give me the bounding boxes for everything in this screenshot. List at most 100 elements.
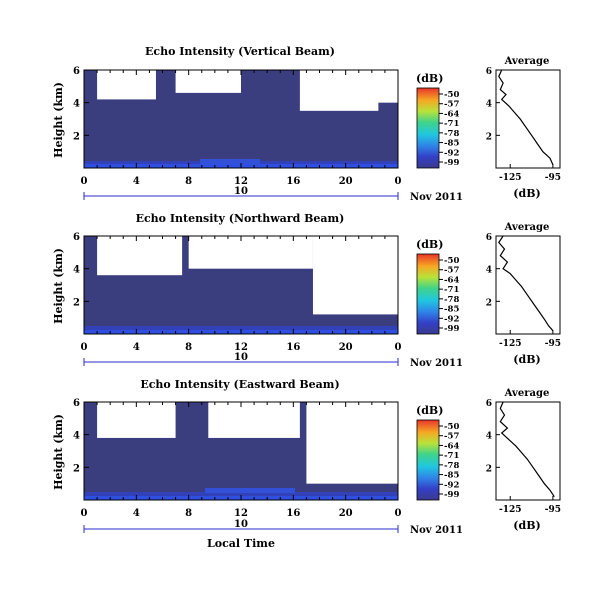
profile-line: [499, 401, 555, 498]
profile-x-tick-label: -95: [545, 173, 561, 183]
panel-title: Echo Intensity (Northward Beam): [136, 212, 345, 225]
colorbar-tick-label: -64: [444, 109, 459, 119]
month-year-label: Nov 2011: [410, 358, 463, 369]
colorbar-tick-label: -71: [444, 451, 459, 461]
x-tick-labels: 0 4 8 12 16 20 0: [81, 402, 402, 519]
profile-line: [498, 69, 554, 165]
colorbar-tick-label: -85: [444, 471, 459, 481]
x-tick-label: 4: [133, 176, 140, 187]
profile-y-tick-label: 4: [486, 432, 492, 442]
colorbar-tick-label: -50: [444, 422, 459, 432]
y-tick-label: 6: [73, 66, 80, 77]
panel-title: Echo Intensity (Eastward Beam): [140, 378, 339, 391]
heatmap-area: [83, 401, 399, 501]
colorbar-tick-label: -85: [444, 139, 459, 149]
date-label: 10: [234, 186, 248, 197]
no-echo-region: [312, 236, 398, 315]
colorbar-gradient: [416, 87, 440, 169]
colorbar-tick-label: -57: [444, 266, 459, 276]
colorbar-tick-label: -64: [444, 441, 459, 451]
profile-y-tick-label: 6: [486, 399, 492, 409]
colorbar-unit: (dB): [416, 72, 443, 85]
panel-northward-beam: Echo Intensity (Northward Beam) Height (…: [52, 212, 561, 369]
y-axis-label: Height (km): [52, 414, 65, 490]
panel-vertical-beam: Echo Intensity (Vertical Beam) Height (k…: [52, 45, 561, 203]
profile-y-tick-label: 6: [486, 67, 492, 77]
x-tick-label: 12: [234, 176, 248, 187]
colorbar-tick-label: -85: [444, 305, 459, 315]
x-tick-label: 12: [234, 342, 248, 353]
profile-line: [498, 235, 554, 332]
y-tick-label: 4: [73, 265, 80, 276]
x-tick-label: 0: [81, 342, 88, 353]
profile-y-tick-label: 2: [486, 132, 492, 142]
date-axis: 10: [83, 186, 399, 200]
average-profile: Average 2 4 6 -125 -95 (dB): [486, 388, 561, 532]
colorbar-tick-label: -50: [444, 256, 459, 266]
colorbar-tick-label: -78: [444, 461, 459, 471]
month-year-label: Nov 2011: [410, 525, 463, 536]
colorbar-tick-label: -50: [444, 90, 459, 100]
profile-x-tick-label: -125: [499, 505, 522, 515]
x-tick-label: 0: [81, 508, 88, 519]
x-tick-label: 8: [185, 176, 192, 187]
x-axis-label: Local Time: [207, 537, 275, 550]
colorbar-tick-label: -92: [444, 480, 459, 490]
month-year-label: Nov 2011: [410, 192, 463, 203]
no-echo-region: [332, 70, 398, 103]
x-tick-label: 0: [395, 342, 402, 353]
x-tick-label: 16: [286, 342, 300, 353]
x-tick-label: 16: [286, 508, 300, 519]
colorbar-gradient: [416, 419, 440, 501]
x-tick-label: 8: [185, 342, 192, 353]
colorbar-tick-label: -92: [444, 314, 459, 324]
colorbar-tick-label: -78: [444, 129, 459, 139]
y-tick-label: 2: [73, 131, 80, 142]
colorbar: (dB) -50-57-64-71-78-85-92-99: [416, 72, 459, 169]
y-tick-label: 6: [73, 398, 80, 409]
profile-frame: [495, 235, 561, 335]
y-tick-label: 2: [73, 297, 80, 308]
y-tick-label: 4: [73, 99, 80, 110]
y-tick-label: 2: [73, 463, 80, 474]
profile-xlabel: (dB): [513, 353, 540, 366]
no-echo-region: [208, 402, 300, 438]
colorbar-tick-label: -99: [444, 490, 459, 500]
profile-x-tick-label: -95: [545, 339, 561, 349]
colorbar: (dB) -50-57-64-71-78-85-92-99: [416, 404, 459, 501]
colorbar-tick-label: -78: [444, 295, 459, 305]
profile-x-tick-label: -95: [545, 505, 561, 515]
x-tick-labels: 0 4 8 12 16 20 0: [81, 70, 402, 187]
panel-eastward-beam: Echo Intensity (Eastward Beam) Height (k…: [52, 378, 561, 550]
colorbar-tick-label: -71: [444, 119, 459, 129]
y-tick-labels: 2 4 6: [73, 232, 89, 308]
profile-x-tick-label: -125: [499, 339, 522, 349]
colorbar-unit: (dB): [416, 404, 443, 417]
x-tick-label: 16: [286, 176, 300, 187]
x-tick-label: 4: [133, 508, 140, 519]
y-tick-label: 6: [73, 232, 80, 243]
y-tick-labels: 2 4 6: [73, 398, 89, 474]
profile-xlabel: (dB): [513, 519, 540, 532]
colorbar: (dB) -50-57-64-71-78-85-92-99: [416, 238, 459, 335]
x-tick-label: 12: [234, 508, 248, 519]
profile-title: Average: [504, 222, 550, 233]
heatmap-area: [83, 69, 399, 169]
profile-title: Average: [504, 388, 550, 399]
date-axis: 10: [83, 519, 399, 533]
date-label: 10: [234, 352, 248, 363]
profile-frame: [495, 69, 561, 169]
x-tick-label: 0: [395, 176, 402, 187]
panel-title: Echo Intensity (Vertical Beam): [145, 45, 335, 58]
x-tick-label: 4: [133, 342, 140, 353]
y-axis-label: Height (km): [52, 82, 65, 158]
colorbar-gradient: [416, 253, 440, 335]
profile-xlabel: (dB): [513, 187, 540, 200]
x-tick-label: 20: [339, 508, 353, 519]
x-tick-label: 20: [339, 342, 353, 353]
profile-frame: [495, 401, 561, 501]
y-tick-labels: 2 4 6: [73, 66, 89, 142]
no-echo-region: [97, 402, 176, 438]
no-echo-region: [188, 236, 313, 269]
